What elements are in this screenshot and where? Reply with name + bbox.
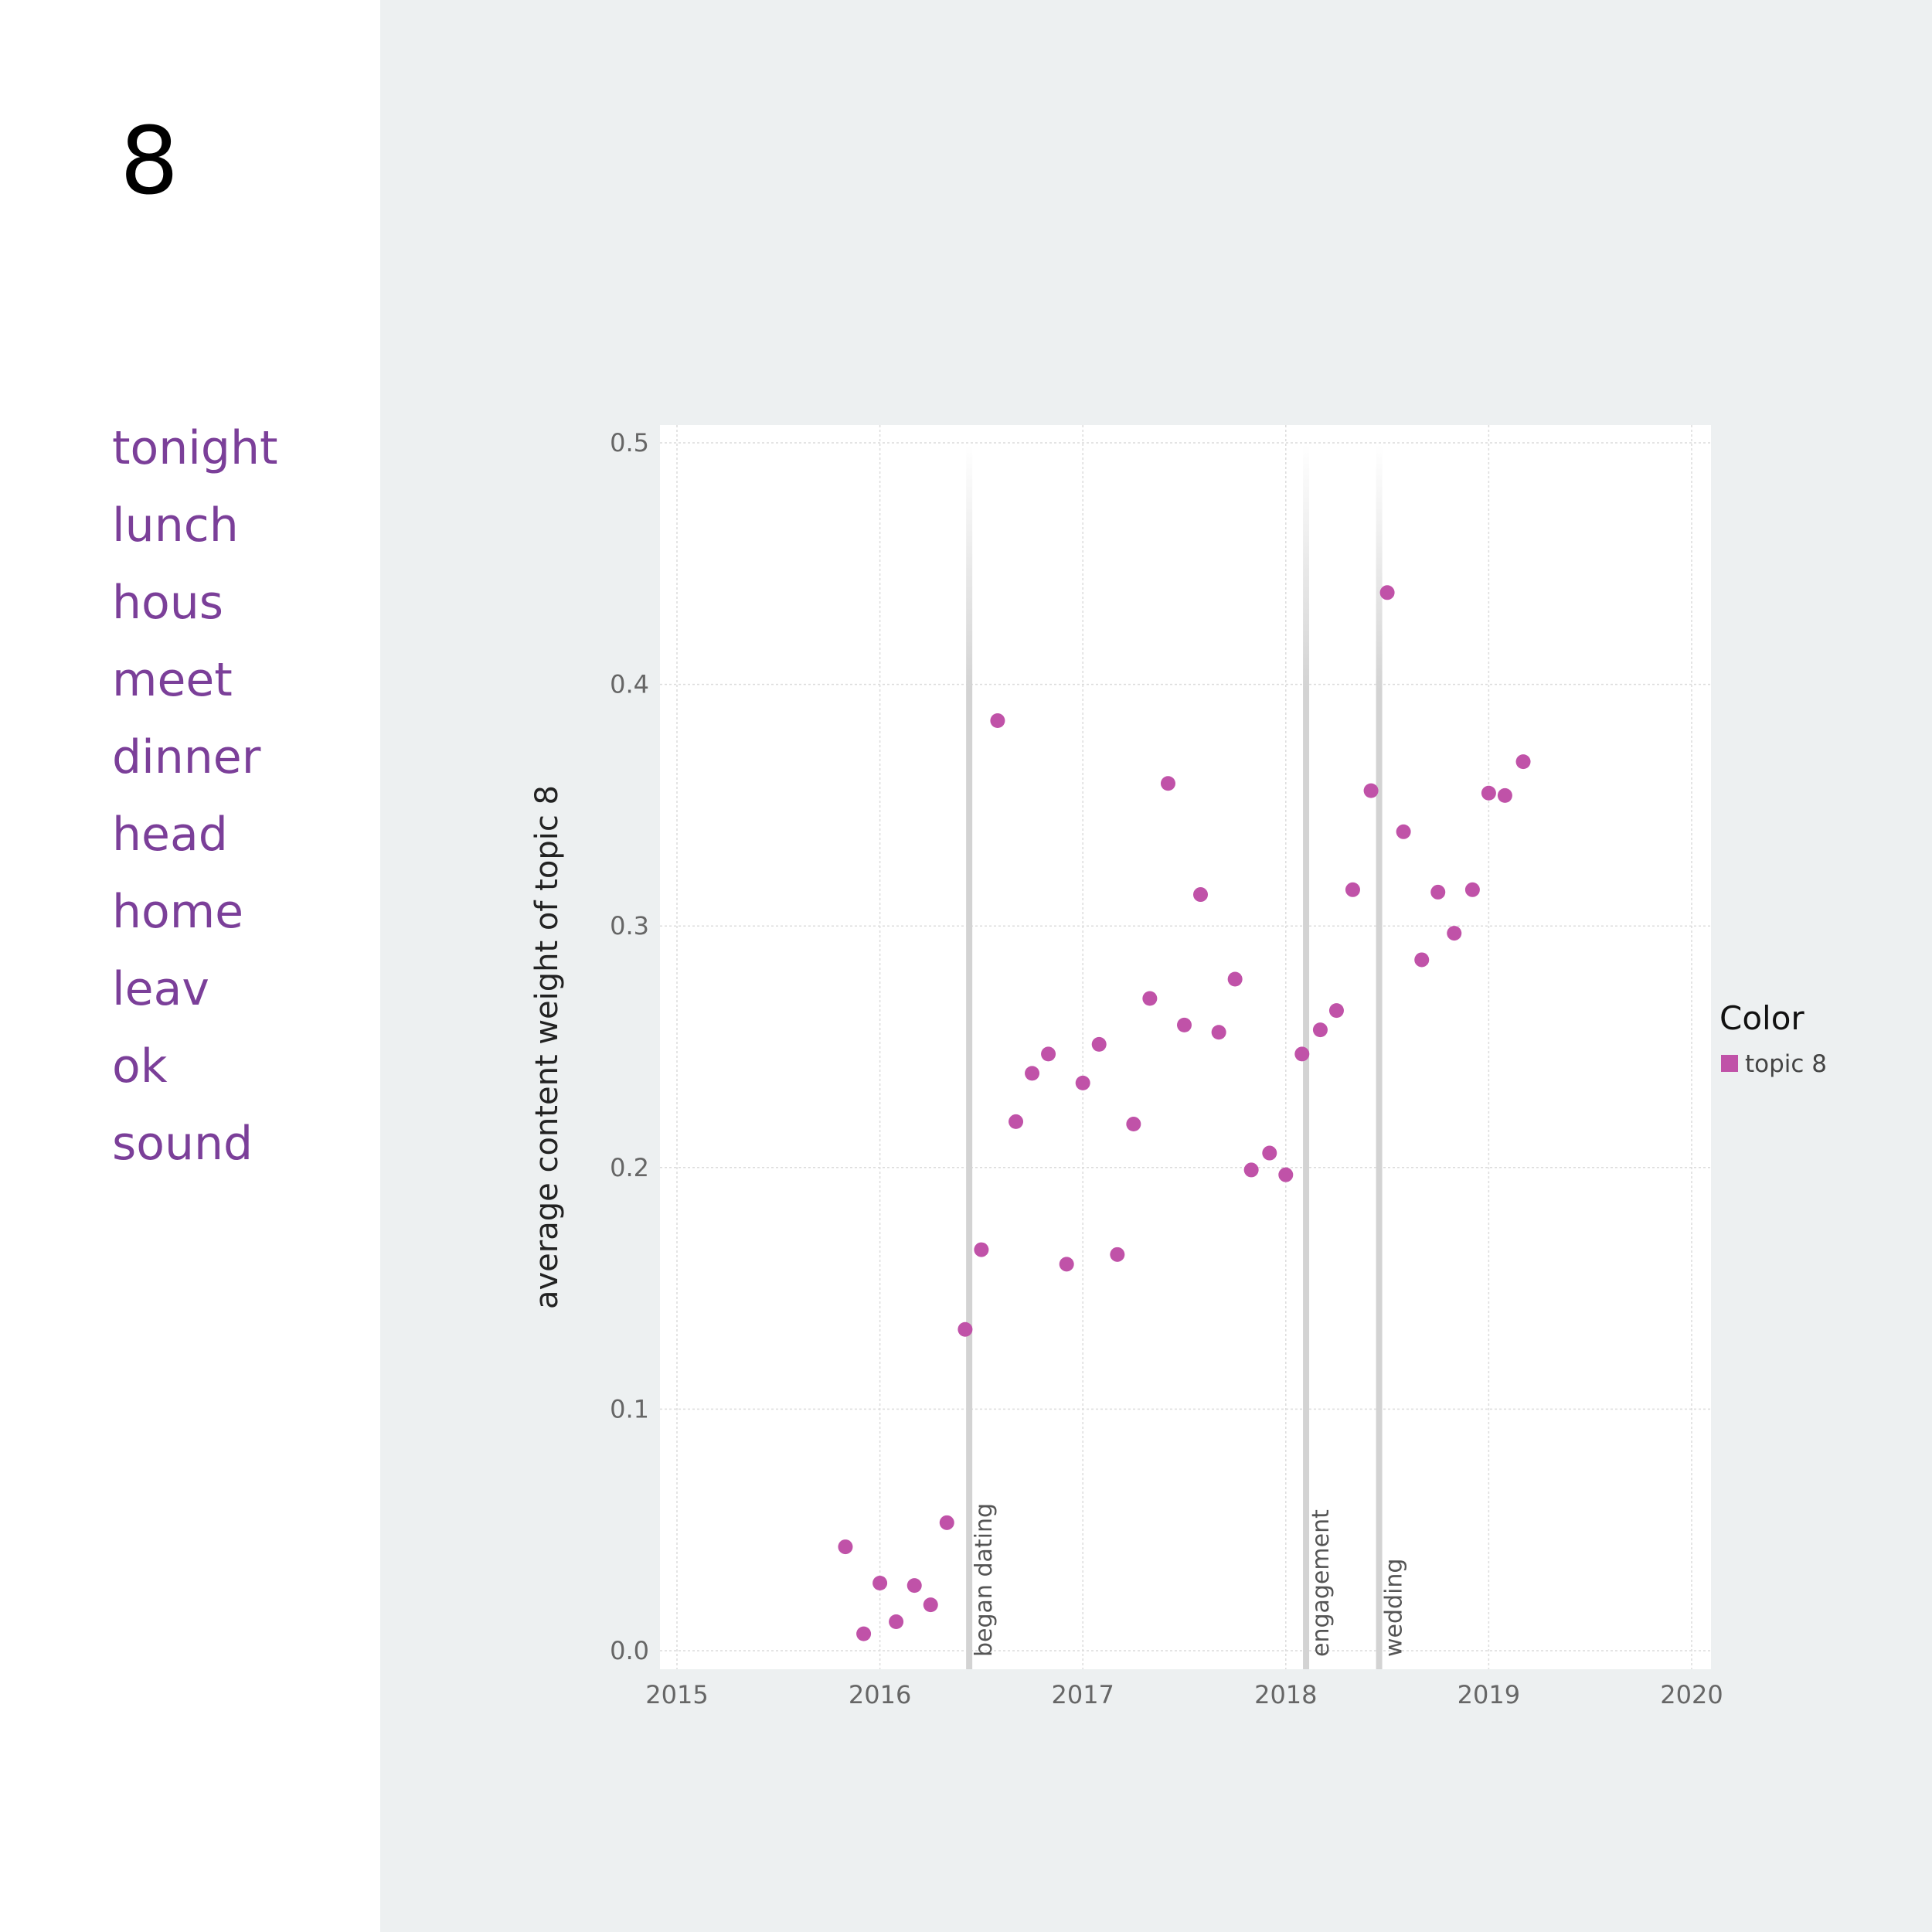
data-point [1142,991,1158,1006]
topic-word: head [112,808,228,862]
data-point [1091,1036,1107,1052]
x-tick-label: 2017 [1051,1680,1114,1709]
topic-word: sound [112,1117,253,1171]
data-point [974,1242,989,1257]
data-point [1211,1025,1226,1040]
scatter-chart: 2015 2016 2017 2018 2019 2020 0.0 0.1 0.2 0.3 0.4 0… [529,425,1827,1709]
y-axis-label: average content weight of topic 8 [529,785,565,1309]
event-label: wedding [1381,1559,1408,1657]
chart-panel: 2015 2016 2017 2018 2019 2020 0.0 0.1 0.2 0.3 0.4 0… [380,0,1932,1932]
data-point [1227,971,1243,987]
data-point [872,1575,888,1590]
data-point [1312,1022,1328,1038]
topic-word: home [112,885,244,939]
y-tick-label: 0.4 [610,670,649,699]
topic-sidebar: 8 tonight lunch hous meet dinner head ho… [0,0,380,1932]
data-point [1497,787,1512,803]
data-point [923,1597,938,1613]
event-line [966,444,973,1669]
data-point [1379,585,1395,600]
data-point [1345,882,1360,897]
y-tick-label: 0.2 [610,1153,649,1182]
event-label: engagement [1308,1509,1335,1657]
data-point [1025,1066,1040,1081]
topic-word: lunch [112,498,239,553]
topic-word: tonight [112,421,278,475]
data-point [1396,824,1411,839]
x-tick-label: 2019 [1458,1680,1520,1709]
data-point [1447,926,1462,941]
legend-title: Color [1719,999,1804,1037]
data-point [1177,1017,1192,1032]
x-tick-label: 2015 [645,1680,708,1709]
topic-word: leav [112,962,209,1016]
data-point [957,1321,973,1337]
data-point [1243,1162,1259,1178]
x-tick-label: 2020 [1660,1680,1723,1709]
data-point [1041,1046,1056,1062]
data-point [939,1515,954,1530]
data-point [1126,1117,1141,1132]
data-point [838,1539,853,1555]
data-point [1430,884,1446,900]
data-point [1464,882,1480,897]
data-point [889,1614,904,1629]
event-label: began dating [971,1503,998,1657]
data-point [1262,1145,1277,1161]
legend-item-label: topic 8 [1745,1050,1827,1078]
data-point [1278,1167,1294,1182]
x-tick-label: 2016 [849,1680,911,1709]
data-point [1363,783,1379,798]
x-tick-label: 2018 [1254,1680,1317,1709]
plot-area [660,425,1711,1669]
data-point [1160,776,1175,791]
y-tick-label: 0.1 [610,1394,649,1423]
topic-word: hous [112,576,224,630]
data-point [1059,1257,1074,1272]
data-point [856,1626,872,1641]
data-point [1009,1114,1024,1129]
data-point [1481,785,1496,801]
topic-number: 8 [120,108,179,216]
y-tick-label: 0.3 [610,911,649,940]
legend-swatch [1721,1055,1738,1072]
topic-word-list: tonight lunch hous meet dinner head home… [112,410,278,1182]
data-point [1294,1046,1310,1062]
data-point [1193,887,1209,903]
y-tick-label: 0.0 [610,1636,649,1665]
data-point [1328,1003,1344,1019]
topic-word: dinner [112,730,261,784]
event-line [1376,444,1383,1669]
data-point [990,713,1005,728]
data-point [1414,952,1430,968]
data-point [1110,1247,1125,1262]
data-point [906,1578,922,1594]
data-point [1075,1075,1090,1090]
topic-word: meet [112,653,233,707]
data-point [1515,754,1531,770]
y-tick-label: 0.5 [610,428,649,457]
topic-word: ok [112,1039,168,1094]
